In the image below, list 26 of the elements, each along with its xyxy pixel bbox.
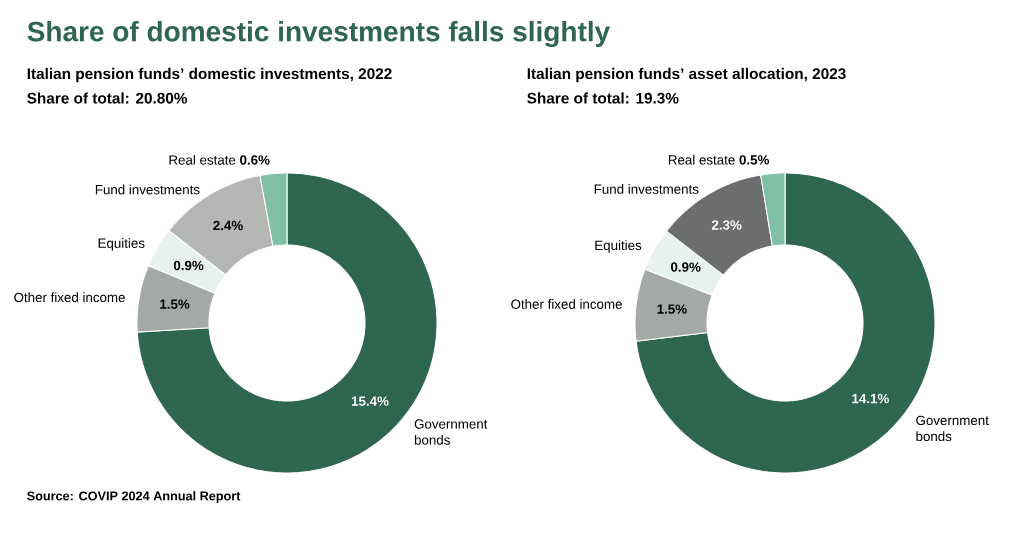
slice-label: Other fixed income bbox=[14, 292, 125, 303]
slice-label: Fund investments bbox=[594, 184, 699, 194]
chart-title: Share of domestic investments falls slightly bbox=[27, 20, 611, 48]
slice-label: Equities bbox=[595, 240, 642, 253]
slice-label: Real estate bbox=[668, 154, 735, 165]
data-label: 15.4% bbox=[351, 396, 389, 406]
source-note: Source: COVIP 2024 Annual Report bbox=[27, 491, 241, 503]
data-label: 0.6% bbox=[240, 155, 270, 165]
data-label: 0.9% bbox=[670, 262, 701, 272]
chart-subtitle: Italian pension funds’ asset allocation, 2023 bbox=[527, 67, 846, 83]
text: Share of total: 20.80% bbox=[27, 92, 188, 104]
slice-label: Fund investments bbox=[95, 184, 200, 195]
data-label: 14.1% bbox=[852, 393, 889, 404]
data-label: 1.5% bbox=[160, 299, 190, 309]
chart-subtitle: Italian pension funds’ domestic investments, 2022 bbox=[27, 67, 392, 83]
data-label: 2.4% bbox=[213, 220, 243, 231]
data-label: 2.3% bbox=[711, 220, 742, 230]
data-label: 0.9% bbox=[173, 260, 204, 271]
slice-label: Government bonds bbox=[916, 415, 989, 442]
slice-label: Equities bbox=[98, 238, 145, 251]
data-label: 1.5% bbox=[657, 304, 687, 314]
slice-label: Real estate bbox=[169, 154, 236, 165]
text: Share of total: 19.3% bbox=[527, 92, 679, 104]
slice-label: Other fixed income bbox=[511, 299, 622, 309]
slice-label: Government bonds bbox=[414, 419, 488, 445]
data-label: 0.5% bbox=[739, 155, 770, 165]
